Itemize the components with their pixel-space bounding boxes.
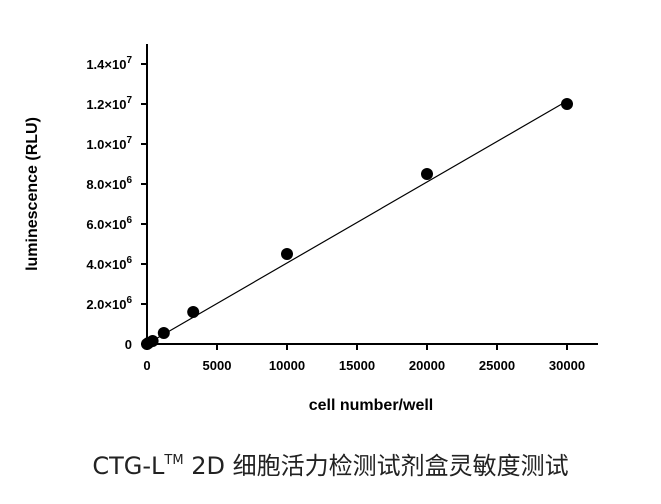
x-axis-label: cell number/well xyxy=(309,397,433,414)
x-ticks: 0 5000 10000 15000 20000 25000 30000 xyxy=(143,344,585,373)
y-tick-label: 1.4×107 xyxy=(86,55,132,72)
caption-trademark: TM xyxy=(164,453,184,468)
y-tick-label: 2.0×106 xyxy=(86,295,132,312)
data-point xyxy=(146,335,159,347)
data-point xyxy=(187,306,200,318)
y-axis-label: luminescence (RLU) xyxy=(24,117,41,271)
data-point xyxy=(421,168,433,180)
y-tick-label: 1.2×107 xyxy=(86,95,132,112)
caption-prefix: CTG-L xyxy=(92,452,165,480)
x-tick-label: 10000 xyxy=(269,358,305,373)
figure-caption: CTG-LTM 2D 细胞活力检测试剂盒灵敏度测试 xyxy=(0,446,661,481)
x-tick-label: 25000 xyxy=(479,358,515,373)
y-tick-label: 4.0×106 xyxy=(86,255,132,272)
x-tick-label: 0 xyxy=(143,358,150,373)
fit-line xyxy=(146,100,568,345)
x-tick-label: 30000 xyxy=(549,358,585,373)
y-tick-label: 6.0×106 xyxy=(86,215,132,232)
data-points-layer xyxy=(141,98,573,350)
y-ticks: 0 2.0×106 4.0×106 6.0×106 8.0×106 1.0×107 1.2×… xyxy=(86,55,147,352)
data-point xyxy=(157,327,170,339)
x-tick-label: 5000 xyxy=(203,358,232,373)
data-point xyxy=(561,98,573,110)
y-tick-label: 8.0×106 xyxy=(86,175,132,192)
y-tick-label: 0 xyxy=(125,337,132,352)
x-tick-label: 15000 xyxy=(339,358,375,373)
caption-suffix: 2D 细胞活力检测试剂盒灵敏度测试 xyxy=(183,452,569,480)
axes xyxy=(146,44,598,345)
data-point xyxy=(281,248,293,260)
fit-line-layer xyxy=(146,100,568,345)
chart: 0 5000 10000 15000 20000 25000 30000 0 2.0×106 4… xyxy=(24,44,598,414)
y-tick-label: 1.0×107 xyxy=(86,135,132,152)
x-tick-label: 20000 xyxy=(409,358,445,373)
